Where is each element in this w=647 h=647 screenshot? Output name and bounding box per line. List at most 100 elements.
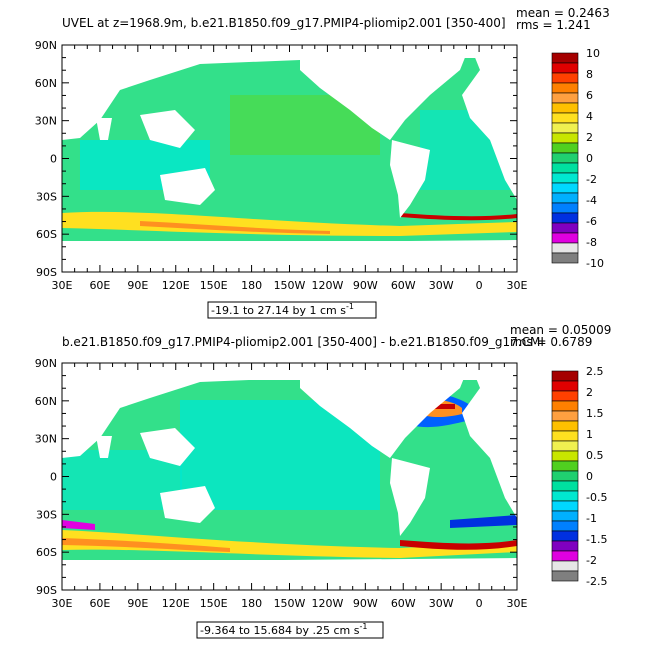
bottom-panel-mean: mean = 0.05009: [510, 323, 611, 337]
colorbar-swatch: [551, 142, 579, 154]
lon-tick-label: 180: [241, 597, 262, 610]
colorbar-swatch: [551, 82, 579, 94]
top-land-india: [96, 118, 112, 140]
colorbar-swatch: [551, 52, 579, 64]
colorbar-swatch: [551, 440, 579, 452]
colorbar-label: 10: [586, 47, 600, 60]
lat-tick-label: 0: [50, 471, 57, 484]
top-range-label: -19.1 to 27.14 by 1 cm s-1: [211, 302, 354, 317]
lon-tick-label: 120W: [311, 597, 343, 610]
colorbar-swatch: [551, 62, 579, 74]
colorbar-label: -2: [586, 554, 597, 567]
colorbar-swatch: [551, 530, 579, 542]
lon-tick-label: 60W: [391, 279, 416, 292]
colorbar-swatch: [551, 112, 579, 124]
lon-tick-label: 150W: [274, 279, 306, 292]
colorbar-swatch: [551, 560, 579, 572]
bottom-map: [62, 363, 517, 590]
colorbar-label: 4: [586, 110, 593, 123]
lon-tick-label: 60E: [89, 597, 110, 610]
top-land-africa-eurasia: [62, 45, 300, 140]
colorbar-swatch: [551, 380, 579, 392]
lon-tick-label: 0: [476, 597, 483, 610]
bottom-acc-blue: [450, 515, 517, 528]
top-land-south-america: [390, 140, 430, 218]
bottom-lat-axis: 90N 60N 30N 0 30S 60S 90S: [35, 357, 517, 597]
lat-tick-label: 0: [50, 153, 57, 166]
bottom-range-label: -9.364 to 15.684 by .25 cm s-1: [200, 622, 367, 637]
bottom-land-seasia: [140, 428, 195, 466]
lon-tick-label: 30E: [52, 597, 73, 610]
lat-tick-label: 90N: [35, 357, 57, 370]
colorbar-swatch: [551, 420, 579, 432]
colorbar-swatch: [551, 470, 579, 482]
top-land-north-america: [300, 45, 470, 140]
colorbar-swatch: [551, 490, 579, 502]
colorbar-label: 0: [586, 470, 593, 483]
colorbar-label: -2: [586, 173, 597, 186]
lat-tick-label: 60N: [35, 77, 57, 90]
colorbar-label: -10: [586, 257, 604, 270]
colorbar-swatch: [551, 212, 579, 224]
bottom-range-box: -9.364 to 15.684 by .25 cm s-1: [196, 621, 384, 639]
lon-tick-label: 90E: [127, 279, 148, 292]
top-acc-orange: [140, 221, 330, 234]
colorbar-swatch: [551, 202, 579, 214]
colorbar-label: 2: [586, 386, 593, 399]
colorbar-label: -0.5: [586, 491, 607, 504]
colorbar-label: -2.5: [586, 575, 607, 588]
bottom-panel-rms: rms = 0.6789: [510, 335, 592, 349]
bottom-acc-yellow: [62, 530, 517, 558]
colorbar-swatch: [551, 570, 579, 582]
lon-tick-label: 150E: [200, 597, 228, 610]
colorbar-swatch: [551, 430, 579, 442]
colorbar-swatch: [551, 540, 579, 552]
colorbar-swatch: [551, 232, 579, 244]
bottom-land-north-america: [300, 363, 470, 458]
colorbar-label: -1: [586, 512, 597, 525]
colorbar-swatch: [551, 242, 579, 254]
top-land-antarctica: [62, 240, 517, 272]
lon-tick-label: 60E: [89, 279, 110, 292]
lat-tick-label: 30S: [36, 190, 57, 203]
lon-tick-label: 30E: [507, 279, 528, 292]
bottom-lon-axis: 30E 60E 90E 120E 150E 180 150W 120W 90W 60W 30W 0 30…: [52, 363, 528, 610]
bottom-land-africa-eurasia: [62, 363, 300, 458]
top-range-box: -19.1 to 27.14 by 1 cm s-1: [207, 301, 377, 319]
lat-tick-label: 30N: [35, 433, 57, 446]
colorbar-swatch: [551, 520, 579, 532]
top-map: [62, 45, 517, 272]
lon-tick-label: 120E: [162, 597, 190, 610]
colorbar-swatch: [551, 162, 579, 174]
top-lat-axis: 90N 60N 30N 0 30S 60S 90S: [35, 39, 517, 279]
top-panel: UVEL at z=1968.9m, b.e21.B1850.f09_g17.P…: [35, 6, 610, 319]
lon-tick-label: 30W: [429, 279, 454, 292]
lon-tick-label: 150E: [200, 279, 228, 292]
bottom-acc-red: [400, 540, 517, 550]
colorbar-swatch: [551, 132, 579, 144]
lat-tick-label: 60S: [36, 546, 57, 559]
colorbar-swatch: [551, 460, 579, 472]
colorbar-label: -6: [586, 215, 597, 228]
lat-tick-label: 30S: [36, 508, 57, 521]
top-panel-rms: rms = 1.241: [516, 18, 591, 32]
lon-tick-label: 90W: [353, 279, 378, 292]
lon-tick-label: 30W: [429, 597, 454, 610]
colorbar-swatch: [551, 370, 579, 382]
colorbar-swatch: [551, 122, 579, 134]
lat-tick-label: 60S: [36, 228, 57, 241]
lon-tick-label: 0: [476, 279, 483, 292]
bottom-land-india: [96, 436, 112, 458]
colorbar-label: -1.5: [586, 533, 607, 546]
colorbar-label: 8: [586, 68, 593, 81]
top-lon-axis: 30E 60E 90E 120E 150E 180 150W 120W 90W 60W 30W 0 30…: [52, 45, 528, 292]
colorbar-label: 6: [586, 89, 593, 102]
lon-tick-label: 150W: [274, 597, 306, 610]
colorbar-swatch: [551, 182, 579, 194]
bottom-land-australia: [160, 486, 215, 523]
colorbar-swatch: [551, 252, 579, 264]
colorbar-label: -8: [586, 236, 597, 249]
colorbar-label: 1: [586, 428, 593, 441]
lat-tick-label: 60N: [35, 395, 57, 408]
